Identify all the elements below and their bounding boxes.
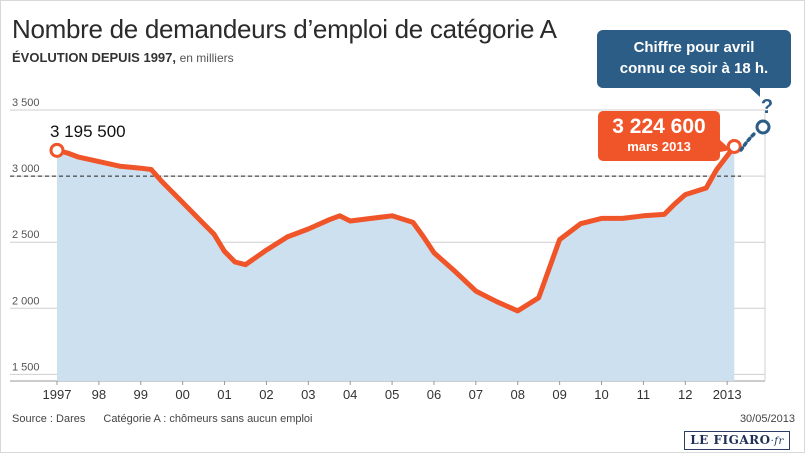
x-tick-label-1997: 1997 — [43, 387, 72, 402]
start-value-label: 3 195 500 — [50, 122, 126, 141]
callout-line-2: connu ce soir à 18 h. — [619, 60, 769, 77]
x-tick-label-2005: 05 — [385, 387, 399, 402]
line-layer — [54, 144, 737, 314]
start-point-marker — [49, 142, 65, 158]
chart-title: Nombre de demandeurs d’emploi de catégor… — [12, 14, 557, 44]
footer-notes: Source : Dares Catégorie A : chômeurs san… — [12, 413, 313, 425]
y-tick-label-1500: 1 500 — [12, 361, 40, 373]
next-figure-callout: Chiffre pour avril connu ce soir à 18 h. — [597, 30, 791, 88]
y-tick-label-2500: 2 500 — [12, 229, 40, 241]
source-text: Source : Dares — [12, 413, 86, 425]
question-mark: ? — [761, 96, 773, 118]
next-point-marker — [755, 119, 771, 135]
orange-callout-tail — [720, 140, 731, 152]
markers — [49, 138, 742, 158]
last-date: mars 2013 — [627, 139, 691, 154]
y-tick-label-3500: 3 500 — [12, 97, 40, 109]
subtitle-text: ÉVOLUTION DEPUIS 1997, — [12, 50, 176, 65]
logo-main: LE FIGARO — [690, 433, 771, 447]
y-tick-labels: 1 500 2 000 2 500 3 000 3 500 — [12, 97, 40, 373]
category-note: Catégorie A : chômeurs sans aucun emploi — [103, 413, 313, 425]
x-tick-label-1999: 99 — [134, 387, 148, 402]
x-tick-labels: 1997 98 99 00 01 02 03 04 05 06 07 08 09 10 11 12 2013 — [43, 381, 742, 402]
y-tick-label-3000: 3 000 — [12, 163, 40, 175]
x-tick-label-2000: 00 — [175, 387, 189, 402]
callout-line-1: Chiffre pour avril — [633, 39, 755, 56]
callout-pointer: ? — [720, 86, 773, 152]
area-layer — [57, 146, 735, 381]
x-tick-label-2011: 11 — [637, 387, 651, 402]
series-line — [54, 144, 737, 314]
x-tick-label-2009: 09 — [552, 387, 566, 402]
x-tick-label-2012: 12 — [678, 387, 692, 402]
projection-dots — [739, 130, 758, 152]
x-tick-label-2006: 06 — [427, 387, 441, 402]
publication-date: 30/05/2013 — [739, 413, 795, 425]
x-tick-label-2008: 08 — [511, 387, 525, 402]
last-value: 3 224 600 — [612, 115, 706, 138]
end-point-marker — [726, 138, 742, 154]
x-tick-label-2001: 01 — [217, 387, 231, 402]
x-tick-label-2004: 04 — [343, 387, 357, 402]
last-value-callout: 3 224 600 mars 2013 — [598, 111, 720, 161]
y-tick-label-2000: 2 000 — [12, 295, 40, 307]
area-fill — [57, 146, 735, 381]
blue-callout-tail — [748, 86, 760, 97]
x-tick-label-2007: 07 — [469, 387, 483, 402]
chart-subtitle: ÉVOLUTION DEPUIS 1997, en milliers — [12, 50, 234, 65]
x-tick-label-2003: 03 — [301, 387, 315, 402]
x-tick-label-2002: 02 — [259, 387, 273, 402]
x-tick-label-1998: 98 — [92, 387, 106, 402]
x-tick-label-2013: 2013 — [713, 387, 742, 402]
unit-label: en milliers — [179, 51, 234, 65]
x-tick-label-2010: 10 — [594, 387, 608, 402]
logo-suffix: ·fr — [770, 436, 784, 447]
figaro-logo: LE FIGARO·fr — [684, 431, 790, 450]
